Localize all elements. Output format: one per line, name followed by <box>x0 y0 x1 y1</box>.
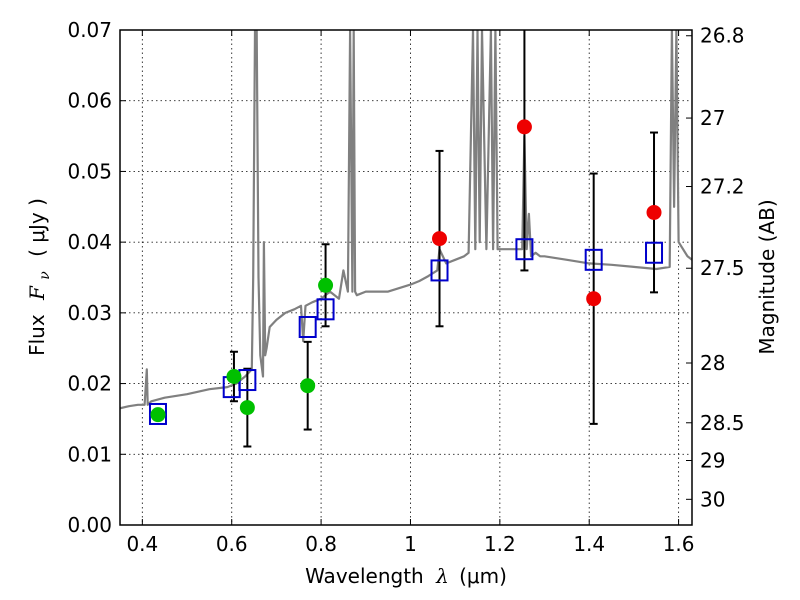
x-tick-label: 1.4 <box>573 532 605 556</box>
data-point <box>586 291 602 307</box>
y2-tick-label: 26.8 <box>700 24 745 48</box>
x-axis-label-symbol: λ <box>435 564 449 588</box>
y-axis-label: Flux F ν ( μJy ) <box>25 198 54 356</box>
x-tick-label: 1.2 <box>484 532 516 556</box>
plot-area <box>120 30 692 448</box>
y2-axis-label: Magnitude (AB) <box>755 199 779 354</box>
y2-tick-label: 28 <box>700 351 725 375</box>
y-tick-label: 0.06 <box>67 89 112 113</box>
y-tick-label: 0.02 <box>67 372 112 396</box>
data-point <box>516 119 532 135</box>
data-point <box>646 204 662 220</box>
y-tick-label: 0.00 <box>67 513 112 537</box>
y-tick-label: 0.05 <box>67 159 112 183</box>
x-axis-label: Wavelength λ (μm) <box>305 564 507 588</box>
y-tick-label: 0.07 <box>67 18 112 42</box>
x-tick-label: 1.6 <box>663 532 695 556</box>
x-tick-label: 0.8 <box>305 532 337 556</box>
model-photometry-marker <box>316 298 335 321</box>
y2-tick-label: 29 <box>700 449 725 473</box>
y-axis-label-units: ( μJy ) <box>25 198 49 257</box>
y2-tick-label: 27 <box>700 106 725 130</box>
error-bars <box>229 30 659 448</box>
y-tick-label: 0.04 <box>67 230 112 254</box>
model-photometry-marker <box>515 238 534 261</box>
y-axis-label-prefix: Flux <box>25 314 49 356</box>
grid <box>120 30 692 525</box>
plot-frame <box>119 29 693 526</box>
model-photometry-marker <box>584 248 603 271</box>
model-photometry-marker <box>645 241 664 264</box>
x-axis-label-prefix: Wavelength <box>305 564 424 588</box>
axis-ticks: 0.4 0.6 0.8 1 1.2 1.4 1.6 0.00 0.01 0.02 0.03 0.04 0… <box>67 18 744 556</box>
x-tick-label: 0.4 <box>126 532 158 556</box>
y2-tick-label: 27.5 <box>700 256 745 280</box>
y-axis-label-symbol: F <box>25 285 49 301</box>
data-point <box>239 400 255 416</box>
y2-tick-label: 30 <box>700 487 725 511</box>
x-tick-label: 0.6 <box>216 532 248 556</box>
model-spectrum-line <box>120 30 692 410</box>
model-photometry-marker <box>430 259 449 282</box>
y-tick-label: 0.01 <box>67 442 112 466</box>
data-point <box>226 369 242 384</box>
data-point <box>318 277 334 293</box>
x-tick-label: 1 <box>404 532 417 556</box>
y2-tick-label: 28.5 <box>700 411 745 435</box>
data-point <box>432 231 448 247</box>
y2-tick-label: 27.2 <box>700 175 745 199</box>
data-markers <box>148 119 664 425</box>
y-tick-label: 0.03 <box>67 301 112 325</box>
data-point <box>300 378 316 394</box>
y-axis-label-subscript: ν <box>37 271 53 280</box>
model-photometry-marker <box>148 402 167 425</box>
x-axis-label-units: (μm) <box>459 564 507 588</box>
data-point <box>150 407 166 423</box>
model-photometry-marker <box>298 316 317 338</box>
